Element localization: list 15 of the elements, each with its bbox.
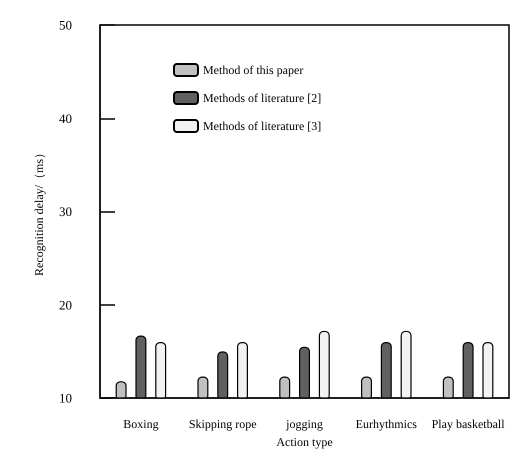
x-tick-label: Play basketball	[432, 417, 506, 431]
y-tick-label: 30	[59, 204, 72, 219]
legend-label: Methods of literature [2]	[203, 91, 322, 105]
legend-label: Methods of literature [3]	[203, 119, 322, 133]
y-tick-label: 10	[59, 390, 72, 406]
y-tick-label: 50	[59, 18, 72, 32]
y-tick-label: 20	[59, 297, 72, 312]
legend-label: Method of this paper	[203, 63, 304, 77]
y-axis-title: Recognition delay/（ms）	[32, 147, 46, 276]
x-tick-label: Boxing	[123, 417, 159, 431]
x-tick-label: jogging	[285, 417, 323, 431]
x-tick-label: Skipping rope	[188, 417, 257, 431]
x-axis-title: Action type	[276, 435, 333, 449]
x-tick-label: Eurhythmics	[356, 417, 418, 431]
y-tick-label: 40	[59, 110, 72, 126]
